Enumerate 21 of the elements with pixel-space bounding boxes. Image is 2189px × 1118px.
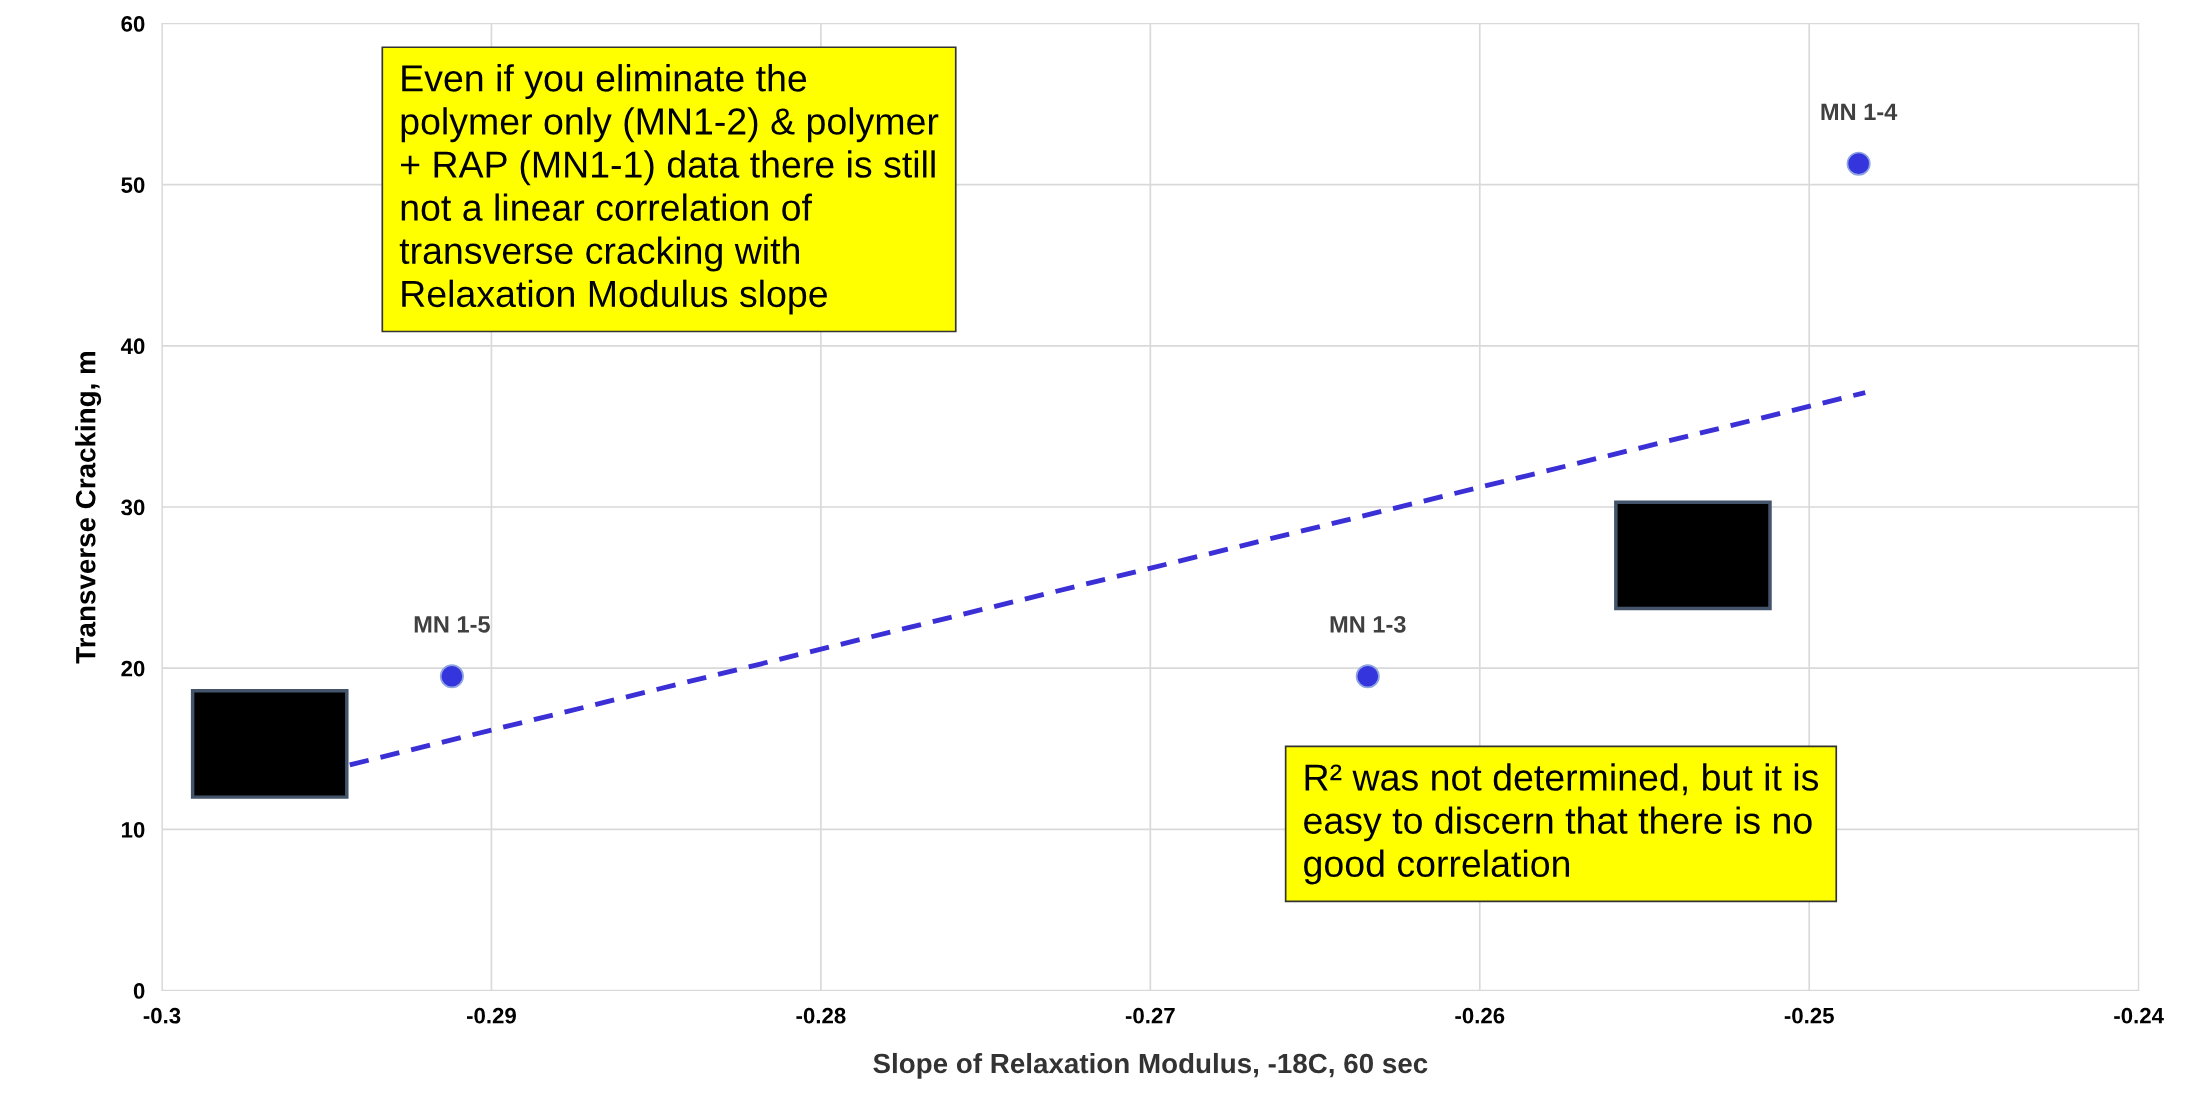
- y-tick-label: 60: [121, 16, 145, 32]
- x-tick-label: -0.25: [1784, 1007, 1834, 1024]
- annotation: R² was not determined, but it is easy to discern that there is no good correlation: [1304, 763, 1819, 885]
- y-tick-label: 40: [120, 338, 145, 355]
- x-tick-label: -0.26: [1455, 1007, 1505, 1024]
- y-tick-label: 10: [122, 821, 145, 838]
- y-tick-label: 0: [133, 983, 145, 999]
- y-tick-label: 20: [121, 660, 145, 677]
- annotation: MN 1-5: [414, 616, 490, 633]
- y-axis-title: Transverse Cracking, m: [75, 352, 102, 664]
- y-tick-label: 30: [121, 499, 145, 516]
- x-tick-label: -0.3: [143, 1007, 181, 1024]
- y-tick-label: 50: [121, 177, 145, 193]
- x-tick-label: -0.28: [796, 1007, 846, 1024]
- x-tick-label: -0.27: [1125, 1007, 1175, 1024]
- x-axis-title: Slope of Relaxation Modulus, -18C, 60 sec: [873, 1052, 1428, 1079]
- annotation: MN 1-3: [1330, 615, 1406, 633]
- annotation: MN 1-4: [1821, 103, 1898, 120]
- annotation: Even if you eliminate the polymer only (MN1-2) & polymer + RAP (MN1-1) data there is still not a linear correlation of transverse cracking with Relaxation Modulus slope: [399, 64, 939, 315]
- x-tick-label: -0.24: [2114, 1007, 2164, 1024]
- x-tick-label: -0.29: [466, 1007, 516, 1024]
